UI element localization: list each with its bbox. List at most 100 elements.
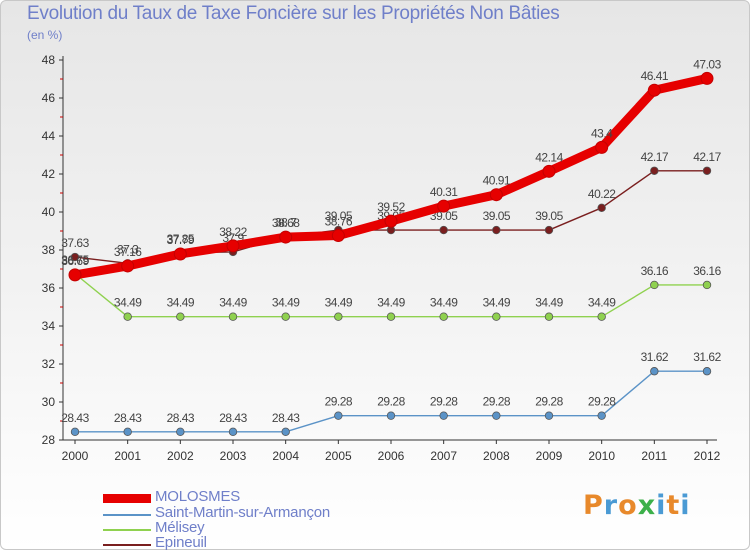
- x-tick-label: 2003: [220, 449, 247, 463]
- unit-label: (en %): [27, 28, 63, 42]
- y-tick-label: 40: [42, 205, 56, 219]
- data-point: [492, 411, 501, 420]
- data-point: [334, 411, 343, 420]
- data-label: 39.05: [483, 209, 511, 223]
- y-tick-label: 42: [42, 167, 56, 181]
- data-point: [68, 268, 82, 282]
- x-tick-label: 2001: [114, 449, 141, 463]
- data-label: 42.17: [641, 150, 669, 164]
- x-tick-label: 2010: [588, 449, 615, 463]
- data-label: 42.14: [535, 150, 563, 164]
- data-point: [384, 214, 398, 228]
- data-label: 37.3: [117, 242, 139, 256]
- data-point: [647, 83, 661, 97]
- data-label: 28.43: [167, 411, 195, 425]
- x-tick-label: 2005: [325, 449, 352, 463]
- data-label: 34.49: [114, 296, 142, 310]
- data-point: [597, 203, 606, 213]
- data-label: 37.79: [167, 233, 195, 247]
- data-label: 43.4: [591, 126, 613, 140]
- data-point: [279, 230, 293, 244]
- legend-label: Epineuil: [155, 534, 207, 551]
- data-label: 34.49: [430, 296, 458, 310]
- legend-label: Saint-Martin-sur-Armançon: [155, 504, 331, 521]
- logo-letter: r: [603, 490, 619, 521]
- data-point: [650, 367, 659, 376]
- data-label: 39.52: [377, 200, 405, 214]
- data-point: [386, 411, 396, 420]
- data-label: 29.28: [377, 395, 405, 409]
- data-label: 29.28: [535, 395, 563, 409]
- logo-letter: i: [680, 490, 691, 521]
- logo-letter: o: [618, 490, 638, 521]
- data-point: [489, 188, 503, 202]
- data-label: 46.41: [641, 69, 669, 83]
- y-tick-label: 34: [42, 319, 56, 333]
- legend-swatch: [103, 514, 151, 516]
- data-point: [702, 367, 712, 376]
- x-tick-label: 2000: [62, 449, 89, 463]
- data-label: 28.43: [114, 411, 142, 425]
- data-label: 40.91: [483, 174, 511, 188]
- data-label: 39.05: [325, 209, 353, 223]
- y-tick-label: 44: [42, 129, 56, 143]
- data-point: [492, 312, 501, 321]
- logo-letter: i: [656, 490, 667, 521]
- data-point: [70, 252, 80, 262]
- data-point: [650, 166, 659, 175]
- legend-swatch: [103, 529, 151, 531]
- data-point: [386, 312, 396, 321]
- y-tick-label: 28: [42, 433, 56, 447]
- x-tick-label: 2007: [430, 449, 457, 463]
- data-label: 47.03: [693, 57, 721, 71]
- data-label: 40.31: [430, 185, 458, 199]
- chart-title: Evolution du Taux de Taxe Foncière sur l…: [27, 3, 560, 24]
- data-point: [228, 427, 238, 437]
- legend-label: MOLOSMES: [155, 488, 241, 505]
- data-label: 36.16: [693, 264, 721, 278]
- data-label: 28.43: [61, 411, 89, 425]
- data-label: 37.85: [167, 232, 195, 246]
- data-label: 38.22: [219, 225, 247, 239]
- data-point: [595, 140, 609, 154]
- y-tick-label: 48: [42, 53, 56, 67]
- data-point: [544, 312, 554, 321]
- data-label: 28.43: [272, 411, 300, 425]
- legend-swatch: [103, 544, 151, 546]
- data-point: [228, 312, 238, 321]
- x-tick-label: 2004: [272, 449, 299, 463]
- data-point: [544, 225, 554, 235]
- data-label: 31.62: [693, 350, 721, 364]
- data-label: 34.49: [325, 296, 353, 310]
- legend-swatch: [103, 494, 151, 503]
- data-label: 29.28: [588, 395, 616, 409]
- data-point: [281, 427, 290, 437]
- data-label: 36.16: [641, 264, 669, 278]
- data-point: [334, 312, 343, 321]
- data-point: [70, 427, 80, 437]
- data-label: 38.7: [275, 216, 297, 230]
- data-label: 29.28: [483, 395, 511, 409]
- y-tick-label: 32: [42, 357, 56, 371]
- data-label: 38.76: [325, 215, 353, 229]
- y-tick-label: 38: [42, 243, 56, 257]
- y-tick-label: 30: [42, 395, 56, 409]
- data-point: [226, 239, 240, 253]
- data-point: [542, 164, 556, 178]
- data-point: [544, 411, 554, 420]
- data-point: [331, 229, 345, 243]
- x-tick-label: 2012: [694, 449, 721, 463]
- data-label: 37.63: [61, 236, 89, 250]
- data-label: 34.49: [219, 296, 247, 310]
- data-point: [597, 411, 606, 420]
- y-tick-label: 36: [42, 281, 56, 295]
- data-label: 28.43: [219, 411, 247, 425]
- data-label: 40.22: [588, 187, 616, 201]
- data-label: 36.69: [61, 254, 89, 268]
- x-tick-label: 2002: [167, 449, 194, 463]
- data-label: 34.49: [483, 296, 511, 310]
- logo-letter: x: [637, 490, 657, 521]
- data-point: [121, 259, 135, 273]
